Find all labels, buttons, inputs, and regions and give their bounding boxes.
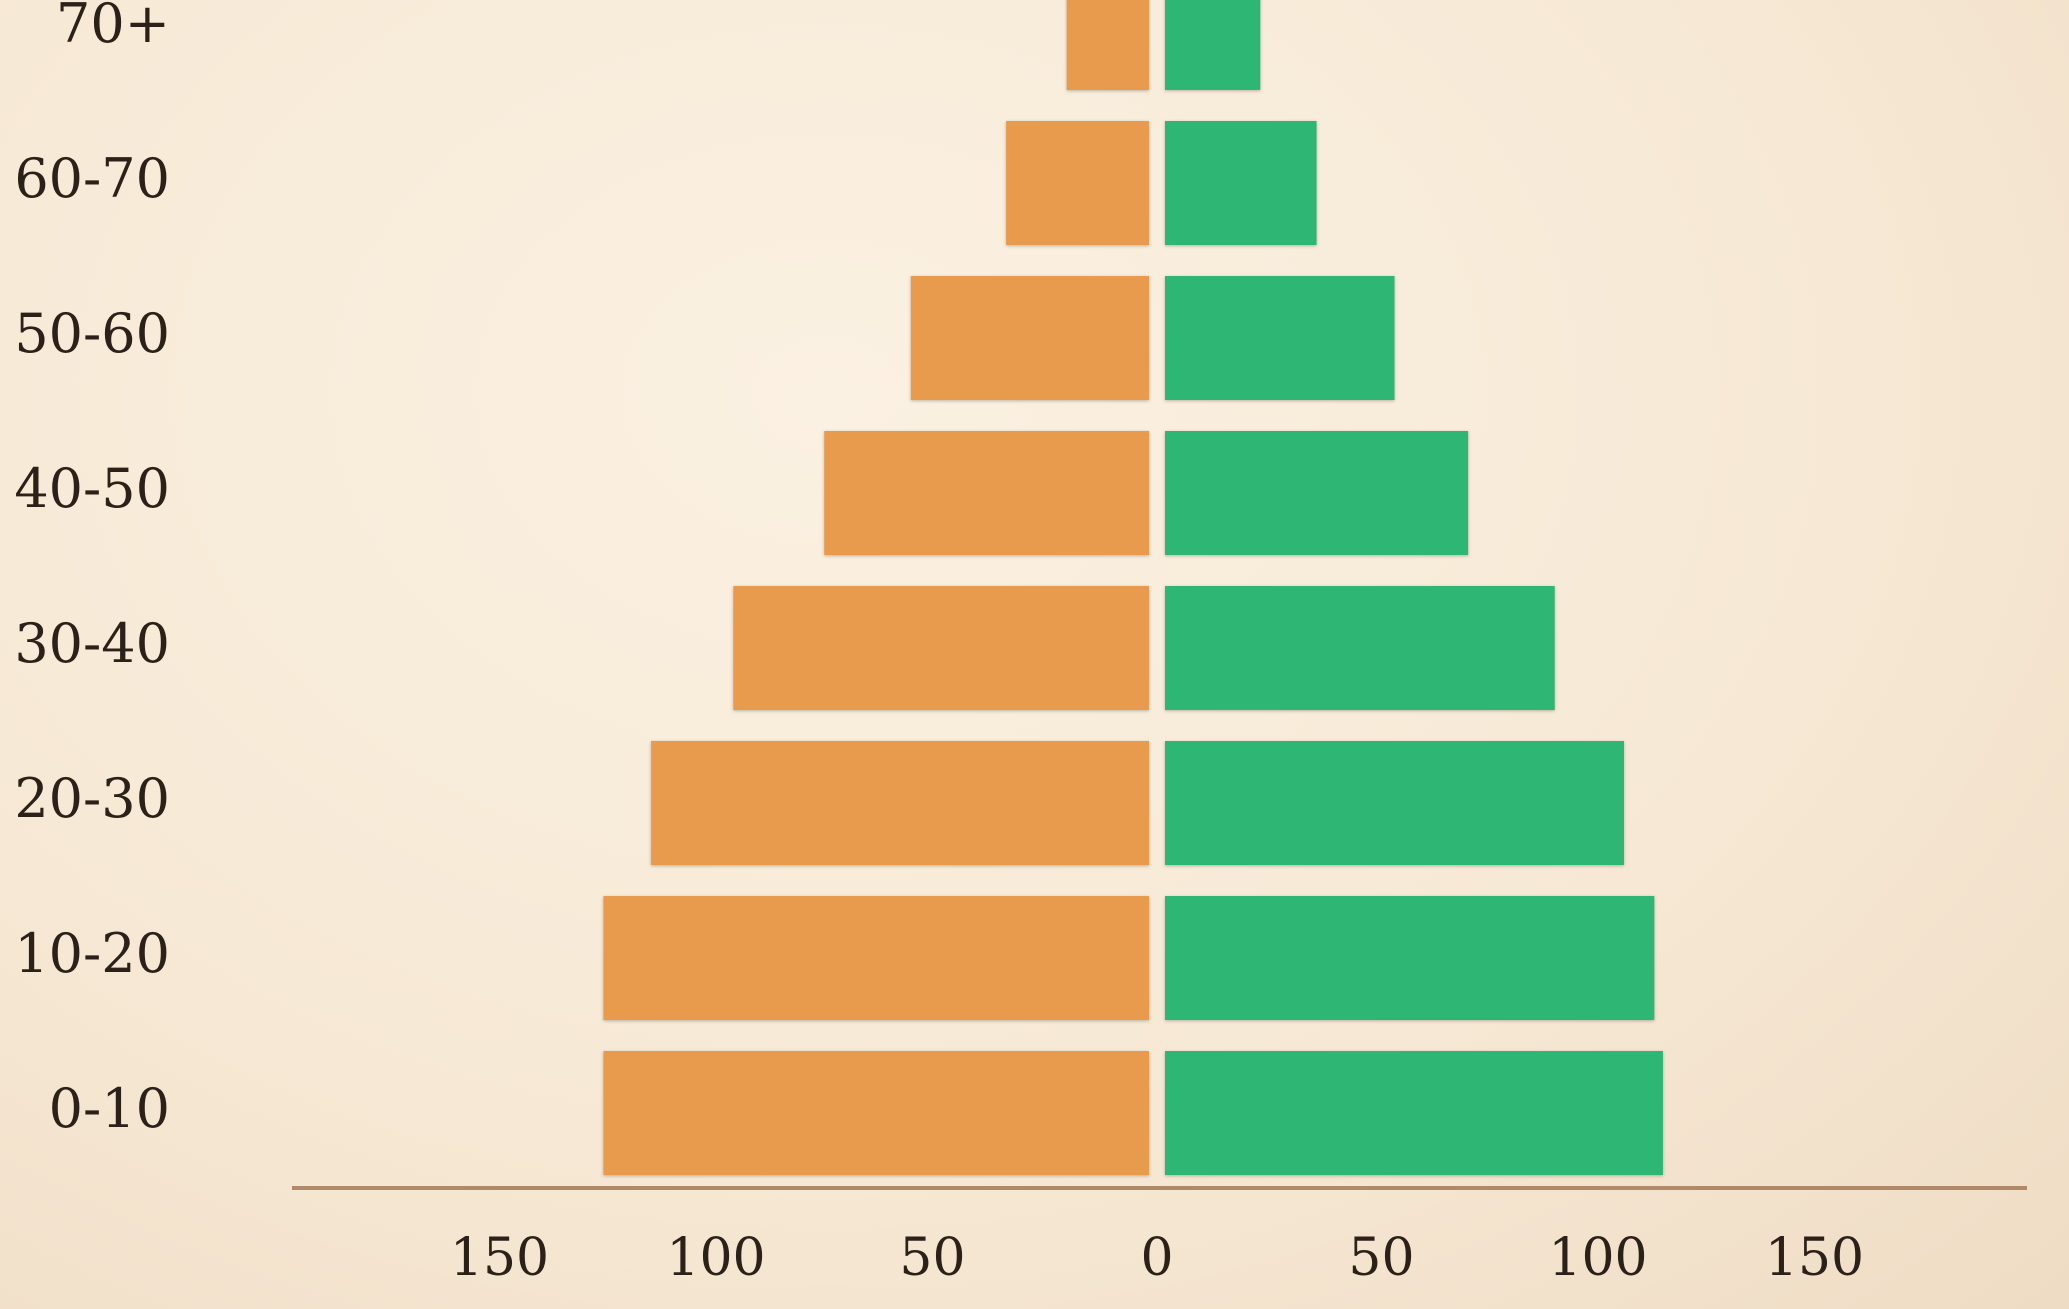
bar-right-50-60 (1165, 276, 1395, 400)
category-label-0-10: 0-10 (49, 1077, 170, 1140)
x-axis-tick-labels: 150 100 50 0 50 100 150 (450, 1228, 1864, 1288)
bar-left-50-60 (910, 276, 1149, 400)
bar-right-0-10 (1165, 1051, 1663, 1175)
x-tick-label: 100 (1548, 1228, 1647, 1288)
bar-left-0-10 (603, 1051, 1149, 1175)
category-label-50-60: 50-60 (14, 302, 170, 365)
category-label-10-20: 10-20 (14, 922, 170, 985)
bar-left-40-50 (824, 431, 1149, 555)
bar-left-60-70 (1006, 121, 1149, 245)
category-label-70+: 70+ (56, 0, 170, 55)
bar-left-30-40 (733, 586, 1149, 710)
bar-left-70+ (1066, 0, 1149, 90)
right-series-bars (1165, 0, 1663, 1175)
x-tick-label: 150 (450, 1228, 549, 1288)
left-series-bars (603, 0, 1149, 1175)
bar-left-10-20 (603, 896, 1149, 1020)
bar-left-20-30 (651, 741, 1149, 865)
category-labels: 0-10 10-20 20-30 30-40 40-50 50-60 60-70 70+ (14, 0, 170, 1140)
category-label-40-50: 40-50 (14, 457, 170, 520)
x-tick-label: 50 (1348, 1228, 1414, 1288)
bar-right-40-50 (1165, 431, 1469, 555)
category-label-60-70: 60-70 (14, 147, 170, 210)
bar-right-70+ (1165, 0, 1261, 90)
bar-right-20-30 (1165, 741, 1624, 865)
x-tick-label: 150 (1765, 1228, 1864, 1288)
x-tick-label: 100 (666, 1228, 765, 1288)
bar-right-60-70 (1165, 121, 1317, 245)
category-label-20-30: 20-30 (14, 767, 170, 830)
bar-right-10-20 (1165, 896, 1655, 1020)
x-tick-label: 50 (899, 1228, 965, 1288)
bar-right-30-40 (1165, 586, 1555, 710)
x-tick-label: 0 (1140, 1228, 1173, 1288)
category-label-30-40: 30-40 (14, 612, 170, 675)
